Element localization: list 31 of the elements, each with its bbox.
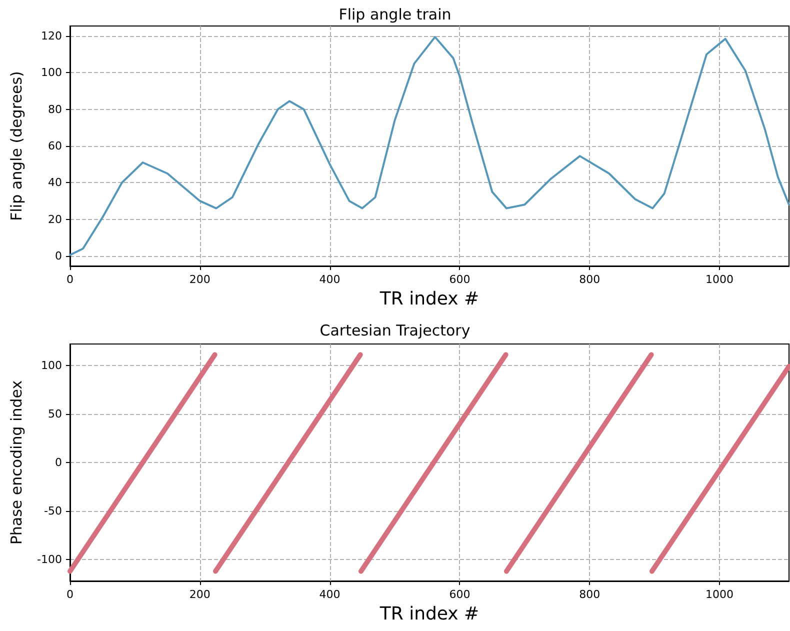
- x-tick-label: 200: [189, 273, 210, 286]
- x-tick-label: 0: [66, 273, 74, 286]
- x-tick-label: 800: [579, 273, 600, 286]
- x-tick-label: 1000: [706, 273, 734, 286]
- x-tick-label: 800: [579, 588, 600, 601]
- x-tick-label: 600: [449, 588, 470, 601]
- y-tick-label: 120: [41, 30, 62, 43]
- y-tick-label: 100: [41, 66, 62, 80]
- y-tick-label: 20: [48, 212, 62, 226]
- y-tick-label: 0: [55, 249, 62, 262]
- chart-title: Cartesian Trajectory: [320, 322, 470, 340]
- y-tick-label: 50: [48, 407, 62, 420]
- line-series: [69, 36, 790, 256]
- x-tick-label: 1000: [706, 588, 734, 601]
- y-axis-title: Phase encoding index: [8, 380, 26, 545]
- x-tick-label: 200: [189, 588, 210, 601]
- y-tick-label: 40: [48, 176, 62, 190]
- x-axis-title: TR index #: [378, 288, 480, 310]
- y-tick-label: 0: [55, 456, 62, 469]
- x-axis-title: TR index #: [378, 604, 480, 624]
- y-tick-label: -100: [37, 553, 62, 566]
- y-tick-label: 80: [48, 102, 62, 116]
- x-tick-label: 600: [449, 273, 470, 286]
- chart-title: Flip angle train: [338, 6, 452, 24]
- x-tick-label: 0: [66, 588, 74, 601]
- y-tick-label: 100: [41, 358, 62, 372]
- x-tick-label: 400: [319, 273, 340, 286]
- y-tick-label: 60: [48, 140, 62, 152]
- y-axis-title: Flip angle (degrees): [8, 71, 26, 221]
- y-tick-label: -50: [44, 504, 62, 518]
- x-tick-label: 400: [319, 588, 340, 601]
